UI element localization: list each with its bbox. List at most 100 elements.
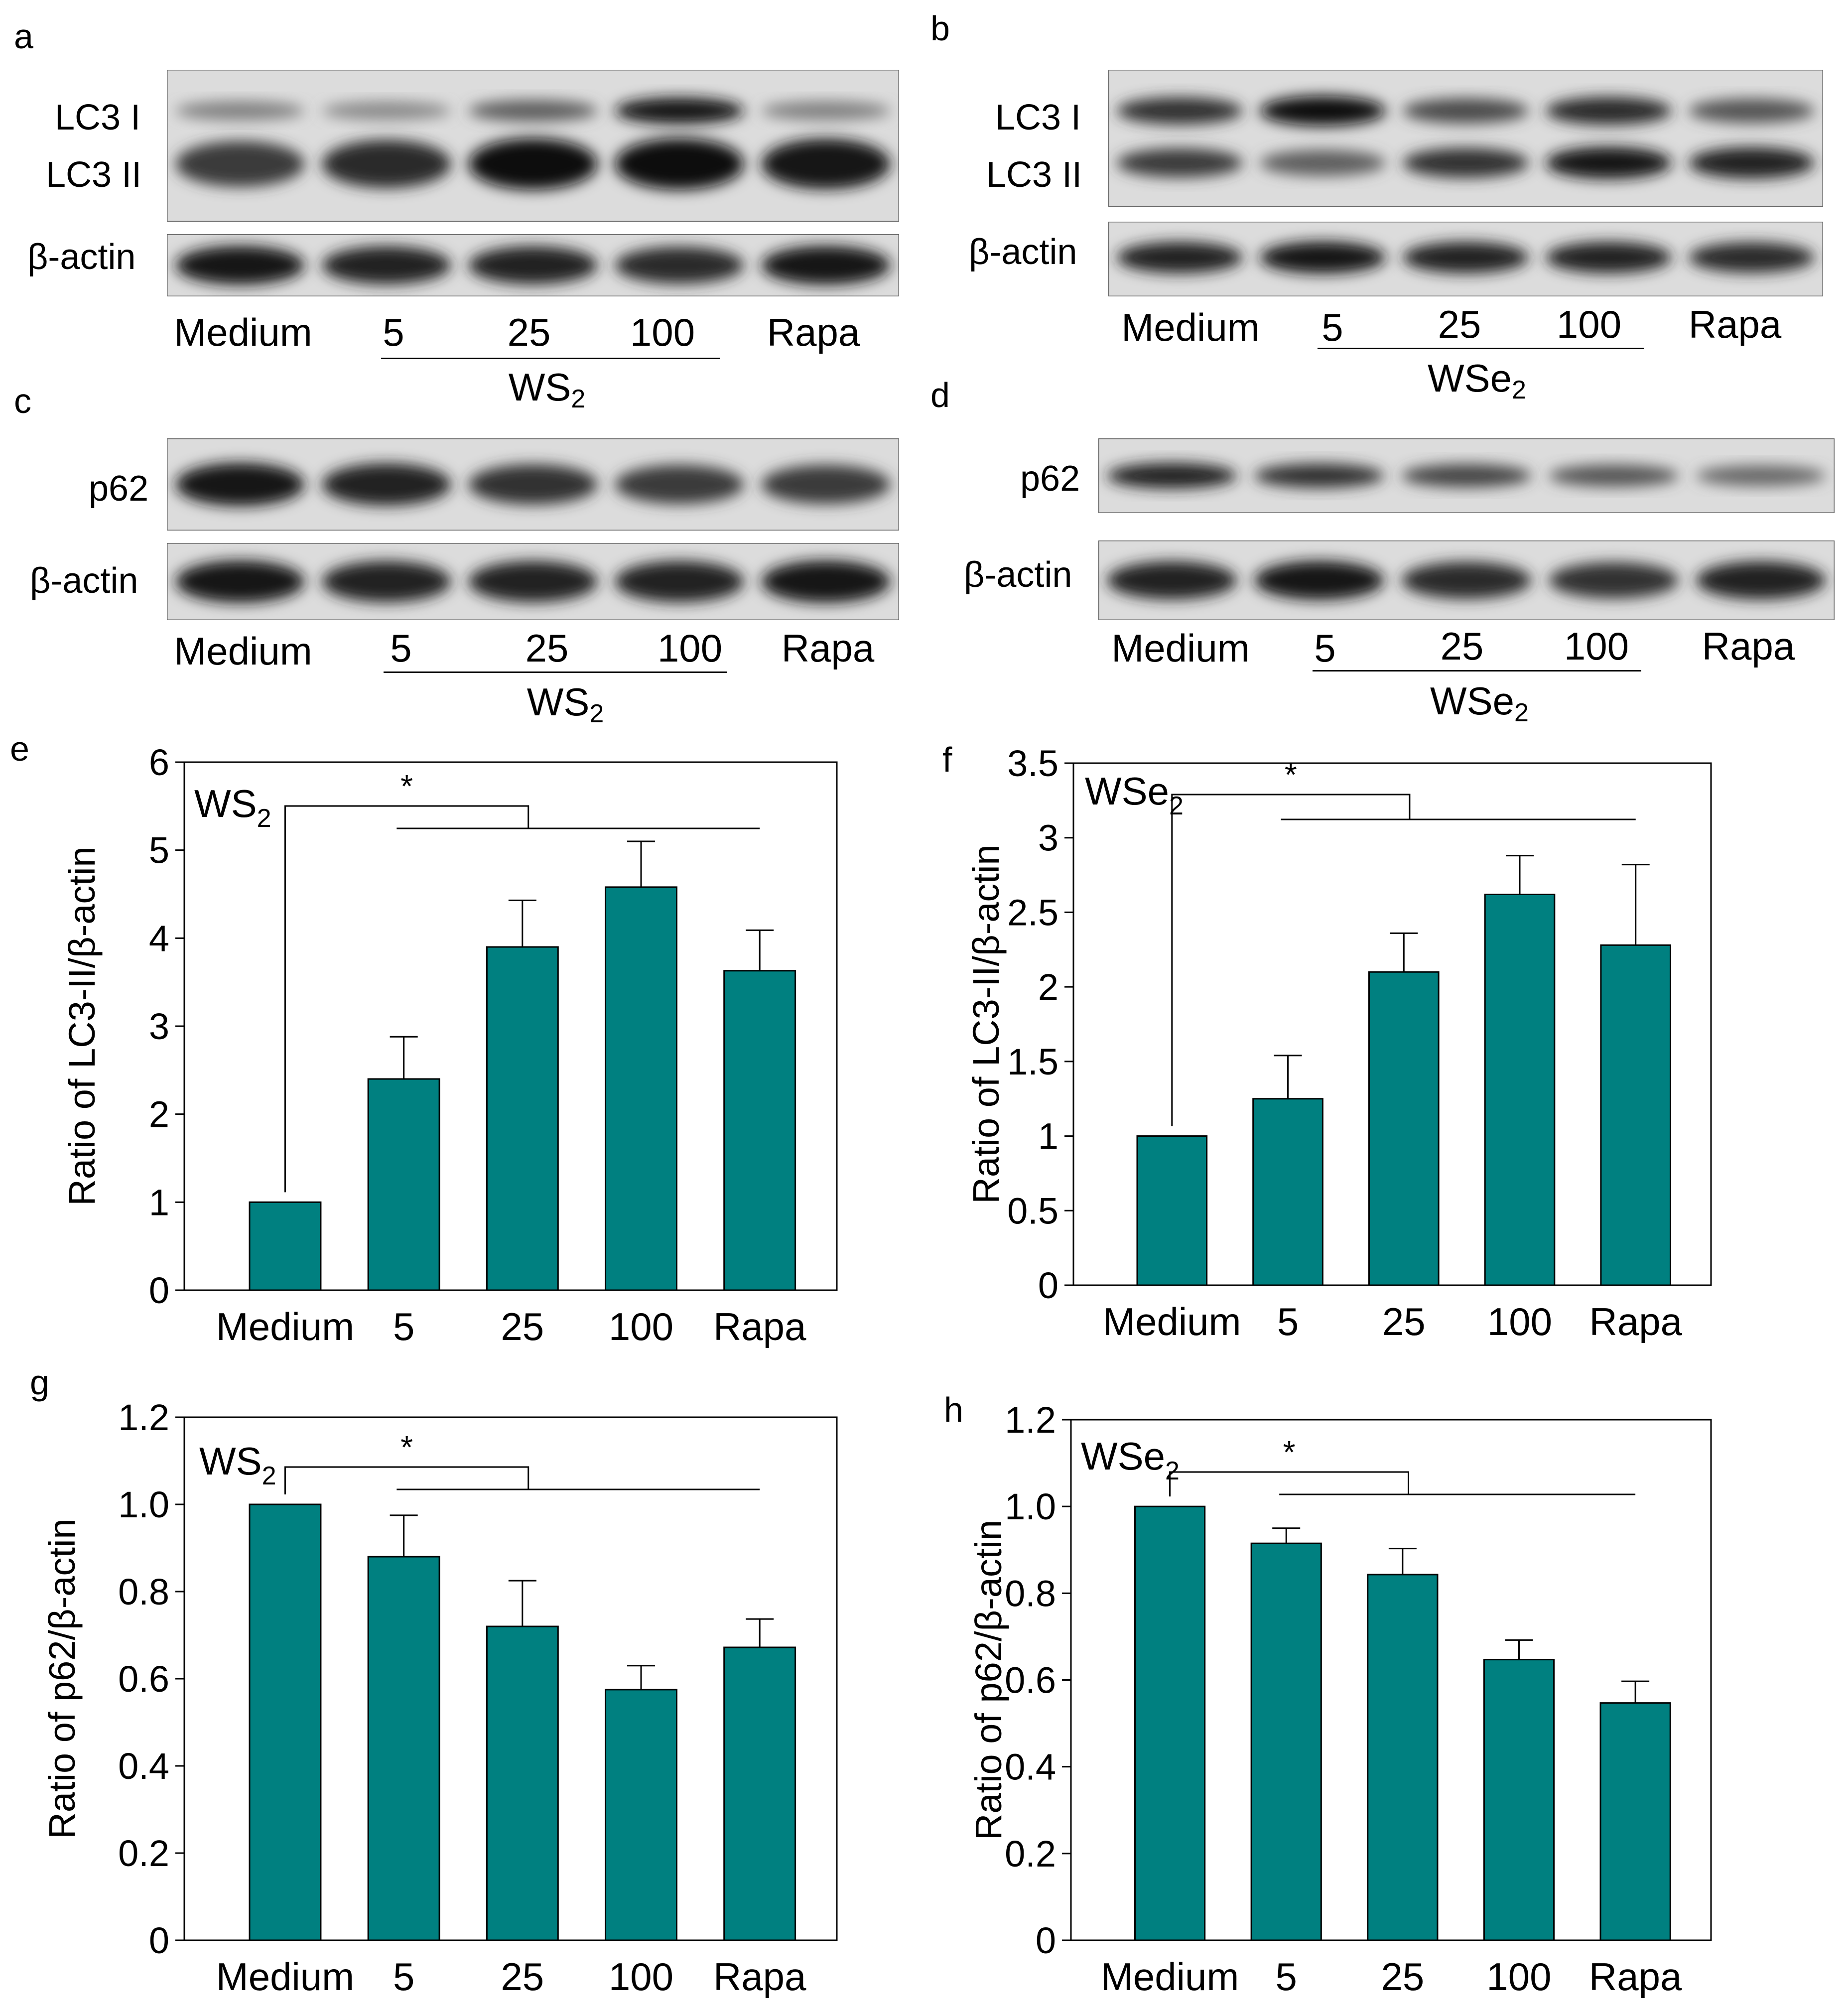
blot-band <box>1546 97 1672 125</box>
blot-strip-lc3 <box>1108 70 1823 207</box>
blot-band <box>468 464 598 505</box>
lane-label-5: 5 <box>1321 305 1343 349</box>
y-tick-label: 3 <box>1038 817 1058 859</box>
blot-band <box>322 463 451 506</box>
blot-band <box>322 101 451 121</box>
lane-label-rapa: Rapa <box>1702 624 1795 668</box>
y-tick-label: 0.2 <box>1005 1833 1056 1875</box>
lane-label-medium: Medium <box>174 629 312 673</box>
blot-band <box>175 246 305 285</box>
bar <box>1367 1574 1439 1941</box>
x-tick-label: 100 <box>609 1955 673 1999</box>
chart-f: 0 0.5 1 1.5 2 2.5 3 3.5 Ratio of LC3-II/β-actin M… <box>965 743 1712 1343</box>
blot-row-label-lc3i: LC3 I <box>995 98 1081 137</box>
blot-strip-p62 <box>1098 438 1835 513</box>
lane-label-25: 25 <box>525 626 569 670</box>
blot-band <box>1403 98 1529 124</box>
chart-e: 0 1 2 3 4 5 6 Ratio of LC3-II/β-actin Medium 5 25 1… <box>61 742 838 1348</box>
bar <box>723 1646 796 1941</box>
bar <box>249 1503 322 1941</box>
lane-label-25: 25 <box>1438 302 1481 346</box>
bar <box>1599 1702 1671 1941</box>
blot-band <box>1260 149 1386 176</box>
x-tick-label: Rapa <box>713 1305 806 1348</box>
y-tick-label: 3.5 <box>1007 743 1058 784</box>
blot-strip-actin <box>1098 540 1835 620</box>
blot-band <box>761 560 891 603</box>
blot-row-label-lc3ii: LC3 II <box>986 155 1082 195</box>
blot-band <box>322 246 451 284</box>
y-tick-label: 0.6 <box>1005 1660 1056 1701</box>
inset-title: WS2 <box>194 782 271 833</box>
blot-strip-actin <box>167 234 899 296</box>
x-tick-label: 25 <box>501 1305 544 1348</box>
significance-star: * <box>1285 757 1297 793</box>
chart-h: 0 0.2 0.4 0.6 0.8 1.0 1.2 Ratio of p62/β-actin M… <box>968 1399 1712 1999</box>
lane-label-medium: Medium <box>1121 305 1260 349</box>
y-tick-label: 0.4 <box>118 1745 169 1787</box>
blot-band <box>761 101 891 121</box>
blot-band <box>322 139 451 188</box>
blot-row-label-p62: p62 <box>1020 459 1080 499</box>
bar <box>1136 1135 1208 1286</box>
x-tick-label: 25 <box>501 1955 544 1999</box>
x-tick-label: Rapa <box>713 1955 806 1999</box>
group-label-ws2: WS2 <box>527 680 604 728</box>
x-tick-label: 100 <box>609 1305 673 1348</box>
blot-band <box>615 247 744 284</box>
y-tick-label: 5 <box>149 830 169 871</box>
y-tick-label: 0.5 <box>1007 1190 1058 1231</box>
panel-label-h: h <box>944 1390 963 1429</box>
blot-band <box>175 463 305 506</box>
y-tick-label: 0.4 <box>1005 1746 1056 1788</box>
blot-band <box>1403 242 1529 273</box>
y-axis-label: Ratio of LC3-II/β-actin <box>965 844 1007 1204</box>
lane-label-medium: Medium <box>174 310 312 354</box>
blot-membrane <box>1108 70 1823 207</box>
x-tick-label: 5 <box>1276 1955 1297 1999</box>
blot-band <box>615 138 744 190</box>
blot-band <box>468 100 598 122</box>
y-tick-label: 3 <box>149 1006 169 1047</box>
group-underline <box>381 358 720 359</box>
y-tick-label: 1.0 <box>1005 1486 1056 1527</box>
panel-label-e: e <box>10 729 29 768</box>
bar <box>1252 1098 1323 1286</box>
x-tick-label: 100 <box>1487 1300 1552 1343</box>
blot-band <box>1546 146 1672 179</box>
blot-band <box>1403 147 1529 178</box>
blot-row-label-lc3ii: LC3 II <box>46 155 142 195</box>
x-tick-label: 25 <box>1382 1300 1426 1343</box>
blot-band <box>1254 560 1384 600</box>
panel-label-f: f <box>942 740 952 779</box>
blot-row-label-actin: β-actin <box>964 555 1072 595</box>
y-tick-label: 0 <box>149 1920 169 1961</box>
y-tick-label: 4 <box>149 918 169 959</box>
blot-band <box>175 101 305 121</box>
y-tick-label: 0.8 <box>118 1571 169 1612</box>
blot-band <box>1401 561 1532 599</box>
blot-band <box>1689 147 1815 179</box>
bar <box>1484 893 1556 1286</box>
group-label-wse2: WSe2 <box>1428 356 1526 404</box>
y-axis-label: Ratio of p62/β-actin <box>41 1518 83 1839</box>
lane-label-100: 100 <box>1564 624 1629 668</box>
y-tick-label: 1 <box>149 1182 169 1223</box>
blot-band <box>1117 242 1243 273</box>
group-underline <box>1313 670 1641 671</box>
blot-band <box>1696 465 1826 486</box>
blot-band <box>1107 463 1237 489</box>
blot-band <box>175 141 305 187</box>
bar <box>367 1078 440 1291</box>
blot-band <box>615 465 744 504</box>
blot-band <box>1689 242 1815 273</box>
blot-row-label-lc3i: LC3 I <box>55 98 141 137</box>
bar <box>367 1556 440 1941</box>
lane-label-5: 5 <box>390 626 412 670</box>
lane-label-100: 100 <box>657 626 723 670</box>
bar <box>605 886 677 1291</box>
bar <box>605 1689 677 1941</box>
significance-star: * <box>400 768 413 804</box>
y-axis-label: Ratio of LC3-II/β-actin <box>61 846 103 1206</box>
y-tick-label: 1.2 <box>118 1397 169 1438</box>
